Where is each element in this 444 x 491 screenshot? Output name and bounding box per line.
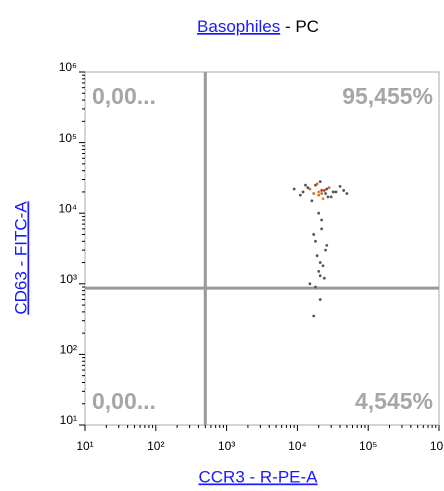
- data-point: [298, 193, 302, 197]
- data-point: [318, 274, 322, 278]
- data-point: [314, 285, 317, 289]
- data-point: [317, 193, 321, 197]
- data-point: [326, 195, 330, 199]
- data-point: [321, 264, 325, 268]
- title-link[interactable]: Basophiles: [197, 17, 280, 36]
- data-point: [314, 239, 317, 243]
- y-tick-label: 10³: [60, 272, 77, 286]
- chart-title: Basophiles - PC: [197, 17, 319, 36]
- data-point: [318, 180, 322, 184]
- data-point: [312, 192, 316, 195]
- data-point: [292, 187, 296, 191]
- data-point: [317, 190, 321, 194]
- data-point: [312, 233, 316, 236]
- data-point: [325, 243, 329, 247]
- data-point: [308, 282, 312, 286]
- data-point: [310, 199, 314, 203]
- x-axis-label[interactable]: CCR3 - R-PE-A: [198, 467, 318, 486]
- quadrant-label: 95,455%: [342, 83, 433, 109]
- data-point: [312, 314, 316, 318]
- y-tick-label: 10¹: [60, 413, 77, 427]
- data-point: [338, 184, 342, 188]
- quadrant-label: 0,00...: [92, 388, 156, 414]
- data-point: [321, 197, 325, 201]
- y-tick-label: 10⁵: [59, 131, 77, 145]
- data-point: [304, 183, 307, 187]
- data-point: [320, 227, 324, 231]
- data-point: [320, 189, 324, 192]
- y-tick-label: 10⁴: [58, 201, 77, 215]
- data-point: [317, 269, 321, 273]
- data-point: [317, 211, 321, 215]
- data-point: [322, 276, 326, 280]
- y-axis-label[interactable]: CD63 - FITC-A: [11, 201, 30, 315]
- data-point: [334, 190, 338, 194]
- data-point: [318, 298, 322, 301]
- data-point: [322, 189, 326, 192]
- data-point: [315, 254, 319, 258]
- x-tick-label: 10³: [218, 439, 235, 453]
- data-point: [325, 187, 329, 191]
- data-point: [327, 186, 331, 190]
- x-tick-label: 10²: [147, 439, 164, 453]
- quadrant-label: 4,545%: [355, 388, 433, 414]
- data-point: [329, 195, 333, 199]
- title-suffix: - PC: [285, 17, 319, 36]
- data-point: [308, 187, 312, 191]
- quadrant-label: 0,00...: [92, 83, 156, 109]
- data-point: [318, 261, 322, 264]
- x-tick-label: 10⁴: [288, 439, 307, 453]
- data-point: [342, 189, 346, 192]
- data-point: [324, 192, 327, 195]
- data-point: [331, 190, 335, 194]
- data-point: [306, 186, 310, 190]
- data-point: [320, 192, 324, 195]
- data-point: [315, 182, 319, 186]
- x-tick-label: 10⁶: [430, 439, 444, 453]
- data-point: [320, 218, 324, 222]
- x-tick-label: 10¹: [76, 439, 93, 453]
- x-tick-label: 10⁵: [359, 439, 377, 453]
- y-tick-label: 10²: [60, 343, 77, 357]
- data-point: [345, 192, 349, 195]
- data-point: [324, 248, 327, 252]
- y-tick-label: 10⁶: [59, 60, 77, 74]
- plot-frame: [84, 71, 440, 426]
- data-point: [301, 190, 305, 194]
